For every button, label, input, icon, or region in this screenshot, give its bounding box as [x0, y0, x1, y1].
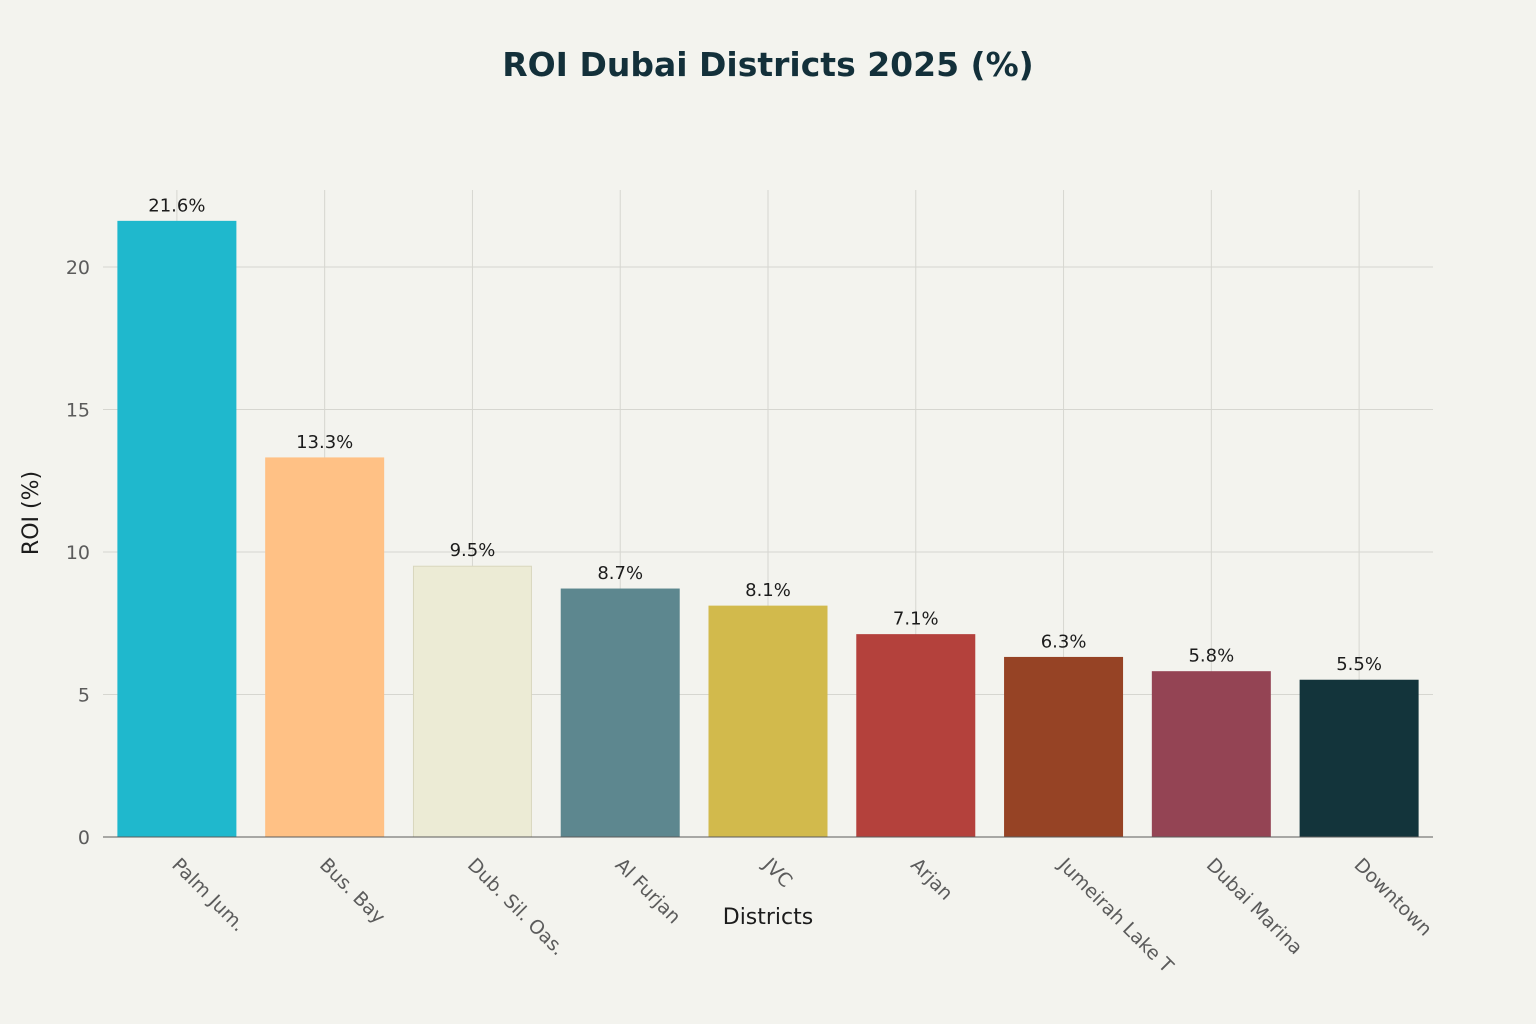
x-tick-label: Downtown [1350, 854, 1437, 941]
data-label-layer: 21.6% 13.3% 9.5% 8.7% 8.1% 7.1% 6.3% 5.8% 5.5% [148, 195, 1382, 675]
x-tick-label: Al Furjan [611, 854, 685, 928]
y-tick-label: 10 [66, 542, 90, 564]
bar-value-label: 8.7% [597, 563, 643, 584]
x-tick-label: Arjan [906, 854, 957, 905]
bar [856, 634, 976, 838]
bar-value-label: 21.6% [148, 195, 205, 216]
bar [265, 457, 385, 838]
x-tick-label: Palm Jum. [167, 854, 249, 936]
bar [117, 220, 237, 838]
bar-value-label: 6.3% [1041, 631, 1087, 652]
bar-value-label: 9.5% [450, 540, 496, 561]
bar-value-label: 8.1% [745, 580, 791, 601]
x-tick-label: Dubai Marina [1202, 854, 1307, 959]
bar-value-label: 5.8% [1188, 646, 1234, 667]
y-tick-label: 15 [66, 399, 90, 421]
y-axis: 0 5 10 15 20 [66, 257, 90, 849]
y-tick-label: 0 [78, 827, 90, 849]
x-tick-label: JVC [758, 853, 797, 892]
bar-layer [117, 220, 1419, 838]
bar [1004, 656, 1124, 838]
bar [412, 565, 532, 838]
x-axis-title: Districts [723, 905, 813, 930]
x-tick-label: Jumeirah Lake T [1053, 853, 1177, 977]
x-tick-label: Bus. Bay [315, 854, 389, 928]
x-tick-label: Dub. Sil. Oas. [463, 854, 569, 960]
bar-value-label: 13.3% [296, 432, 353, 453]
bar [1151, 671, 1271, 838]
y-axis-title: ROI (%) [19, 471, 44, 555]
bar-value-label: 7.1% [893, 609, 939, 630]
bar [1299, 679, 1419, 838]
y-tick-label: 20 [66, 257, 90, 279]
bar [708, 605, 828, 838]
y-tick-label: 5 [78, 684, 90, 706]
chart-title: ROI Dubai Districts 2025 (%) [502, 45, 1034, 84]
bar-value-label: 5.5% [1336, 654, 1382, 675]
bar [560, 588, 680, 838]
